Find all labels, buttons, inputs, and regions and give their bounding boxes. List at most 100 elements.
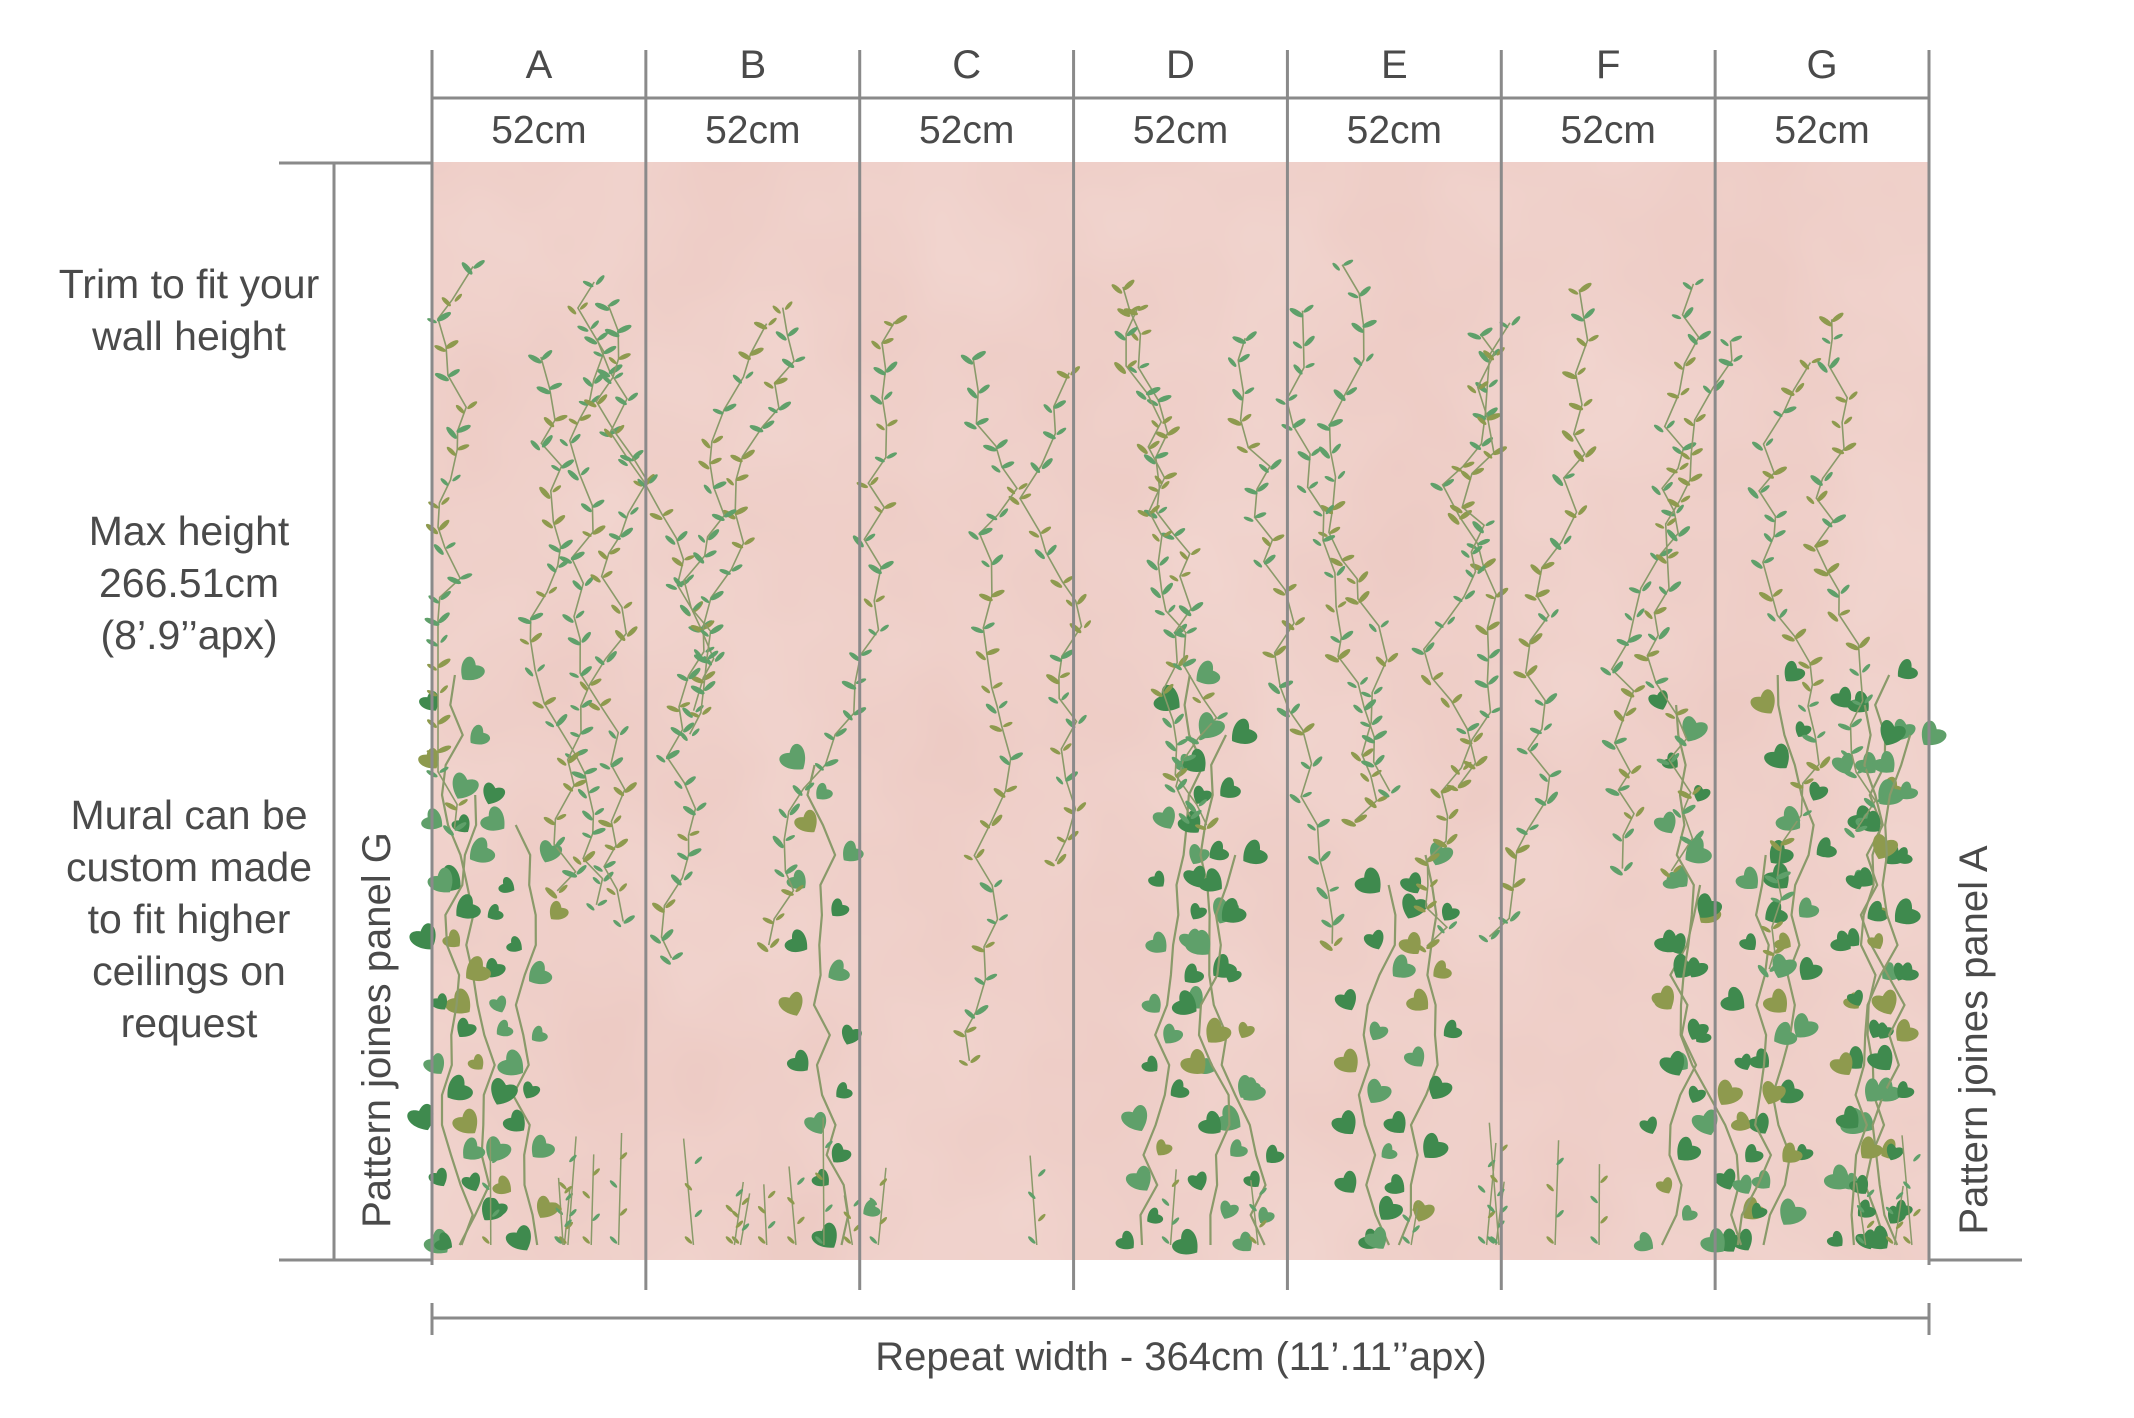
- ivy-leaf: [486, 958, 506, 978]
- ivy-leaflet: [615, 838, 629, 849]
- ivy-leaflet: [1377, 795, 1389, 802]
- ivy-leaflet: [1412, 1203, 1420, 1211]
- ivy-leaf: [1732, 1174, 1752, 1194]
- ivy-leaflet: [1678, 526, 1691, 537]
- ivy-leaf: [1762, 988, 1787, 1013]
- ivy-leaflet: [1347, 292, 1359, 299]
- ivy-leaflet: [1773, 410, 1783, 417]
- ivy-leaflet: [993, 788, 1006, 798]
- ivy-leaflet: [690, 675, 705, 684]
- ivy-leaf: [1206, 1017, 1232, 1043]
- ivy-leaflet: [587, 702, 600, 711]
- ivy-leaflet: [1859, 636, 1870, 649]
- ivy-leaflet: [1343, 259, 1354, 266]
- ivy-leaflet: [1491, 707, 1502, 714]
- ivy-leaflet: [1583, 398, 1593, 407]
- ivy-leaflet: [580, 666, 592, 677]
- ivy-leaflet: [1337, 601, 1347, 608]
- ivy-leaflet: [1331, 443, 1341, 454]
- ivy-leaflet: [1574, 428, 1585, 436]
- ivy-leaflet: [613, 786, 625, 797]
- ivy-leaflet: [1624, 861, 1633, 872]
- height-bracket: [279, 161, 432, 1262]
- ivy-leaflet: [1814, 539, 1829, 548]
- ivy-leaflet: [1695, 278, 1704, 286]
- ivy-leaflet: [548, 544, 561, 553]
- ivy-leaflet: [1683, 307, 1694, 319]
- ivy-leaflet: [1672, 809, 1682, 818]
- ivy-leaflet: [1415, 943, 1427, 953]
- ivy-leaf: [1392, 954, 1416, 978]
- ivy-leaf: [1763, 862, 1789, 889]
- ivy-leaflet: [544, 696, 557, 706]
- ivy-leaflet: [1490, 1236, 1498, 1244]
- ivy-leaflet: [1665, 712, 1676, 719]
- ivy-leaf: [1404, 1046, 1425, 1067]
- ivy-leaflet: [580, 467, 590, 476]
- panel-width-label: 52cm: [919, 109, 1014, 152]
- ivy-leaflet: [999, 755, 1010, 766]
- ivy-leaflet: [741, 1223, 750, 1231]
- ivy-leaflet: [1851, 746, 1864, 754]
- ivy-leaflet: [708, 529, 720, 541]
- ivy-leaflet: [763, 381, 774, 389]
- ivy-leaflet: [492, 1155, 500, 1164]
- ivy-leaflet: [1449, 504, 1463, 514]
- ivy-leaflet: [1373, 686, 1383, 695]
- ivy-leaflet: [749, 425, 764, 433]
- ivy-leaflet: [1303, 304, 1314, 313]
- ivy-leaflet: [1673, 865, 1682, 873]
- ivy-leaflet: [772, 835, 784, 849]
- ivy-leaflet: [1436, 815, 1447, 821]
- ivy-leaflet: [1698, 330, 1711, 340]
- ivy-leaf: [1180, 1049, 1206, 1074]
- ivy-leaflet: [1510, 911, 1521, 922]
- ivy-leaflet: [883, 391, 893, 400]
- ivy-leaflet: [687, 848, 702, 857]
- ivy-leaflet: [1163, 629, 1176, 639]
- ivy-leaflet: [1802, 810, 1812, 817]
- custom-height-note: Mural can be custom made to fit higher c…: [65, 792, 313, 1046]
- ivy-leaflet: [1817, 361, 1828, 373]
- ivy-leaflet: [1590, 1195, 1598, 1204]
- ivy-leaflet: [815, 1172, 823, 1181]
- ivy-leaf: [1886, 1143, 1904, 1161]
- ivy-leaflet: [445, 340, 459, 349]
- ivy-leaflet: [1476, 653, 1489, 662]
- ivy-leaf: [1406, 988, 1429, 1011]
- ivy-leaf: [1198, 1110, 1221, 1134]
- ivy-stem: [806, 764, 850, 1246]
- ivy-leaflet: [1182, 658, 1197, 667]
- ivy-tendril: [1285, 310, 1391, 792]
- ivy-leaf: [1816, 837, 1837, 858]
- ivy-leaf: [836, 1082, 853, 1099]
- ivy-leaflet: [592, 1213, 600, 1222]
- ivy-leaflet: [1471, 467, 1485, 475]
- ivy-leaflet: [1489, 648, 1501, 659]
- ivy-leaflet: [1588, 334, 1599, 342]
- ivy-leaflet: [569, 1154, 577, 1163]
- ivy-leaf: [486, 1136, 512, 1162]
- ivy-leaflet: [438, 519, 450, 531]
- ivy-leaflet: [682, 707, 693, 718]
- ivy-leaflet: [1168, 604, 1176, 613]
- ivy-leaflet: [1466, 543, 1478, 549]
- ivy-leaflet: [1613, 709, 1625, 722]
- ivy-leaflet: [1676, 708, 1689, 716]
- ivy-leaflet: [1795, 382, 1805, 393]
- ivy-leaflet: [1487, 1159, 1496, 1168]
- ivy-leaflet: [700, 629, 709, 637]
- ivy-leaf: [1172, 990, 1197, 1015]
- ivy-leaflet: [1329, 557, 1343, 567]
- ivy-sprig: [788, 1166, 797, 1246]
- ivy-sprig: [617, 1132, 623, 1246]
- ivy-leaflet: [1903, 1236, 1911, 1244]
- ivy-leaflet: [1634, 685, 1646, 693]
- ivy-leaflet: [573, 779, 587, 787]
- ivy-leaflet: [693, 654, 709, 664]
- ivy-leaflet: [1529, 727, 1542, 735]
- ivy-leaflet: [615, 396, 627, 406]
- panel-width-label: 52cm: [1561, 109, 1656, 152]
- panel-width-label: 52cm: [1133, 109, 1228, 152]
- ivy-leaflet: [679, 731, 688, 741]
